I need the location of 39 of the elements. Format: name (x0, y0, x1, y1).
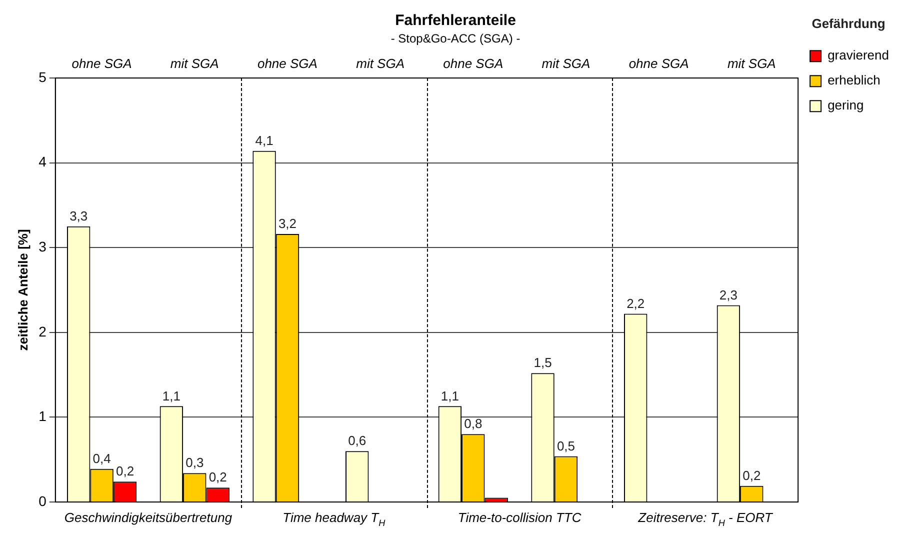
data-label: 1,1 (440, 388, 459, 404)
data-label: 4,1 (255, 133, 274, 148)
x-tick-label: ohne SGA (257, 56, 318, 71)
y-tick-label: 0 (38, 492, 47, 509)
y-tick-label: 1 (38, 408, 47, 424)
data-label: 0,4 (92, 451, 111, 466)
x-tick-label: mit SGA (170, 56, 219, 71)
x-tick-label: mit SGA (727, 56, 776, 71)
data-label: 0,6 (348, 433, 366, 448)
y-tick-label: 3 (38, 238, 47, 254)
legend-label: erheblich (828, 72, 880, 88)
x-tick-label: mit SGA (356, 56, 405, 71)
legend-label: gering (828, 98, 864, 113)
data-label: 0,2 (116, 464, 134, 479)
data-label: 2,2 (626, 296, 645, 311)
y-tick-label: 5 (38, 68, 47, 85)
data-label: 3,3 (70, 208, 88, 224)
data-label: 0,3 (186, 455, 204, 470)
data-label: 0,2 (742, 468, 761, 483)
legend-label: gravierend (828, 48, 890, 63)
chart-subtitle: - Stop&Go-ACC (SGA) - (390, 32, 520, 46)
data-label: 3,2 (278, 216, 297, 232)
y-axis-title: zeitliche Anteile [%] (15, 229, 30, 351)
text: Time-to-collision TTC (458, 510, 582, 525)
x-tick-label: mit SGA (542, 56, 590, 71)
data-label: 0,8 (464, 416, 482, 432)
data-label: 1,5 (534, 355, 552, 370)
legend-title: Gefährdung (812, 16, 886, 32)
y-tick-label: 2 (38, 323, 47, 340)
data-label: 0,5 (556, 438, 576, 454)
x-tick-label: ohne SGA (628, 56, 689, 71)
data-label: 1,1 (162, 388, 180, 404)
x-tick-label: ohne SGA (72, 56, 132, 71)
chart-title: Fahrfehleranteile (395, 12, 516, 30)
y-tick-label: 4 (38, 154, 47, 170)
x-tick-label: ohne SGA (443, 56, 504, 71)
data-label: 0,2 (208, 470, 227, 485)
data-label: 2,3 (719, 287, 738, 302)
text: Geschwindigkeitsübertretung (64, 510, 233, 525)
